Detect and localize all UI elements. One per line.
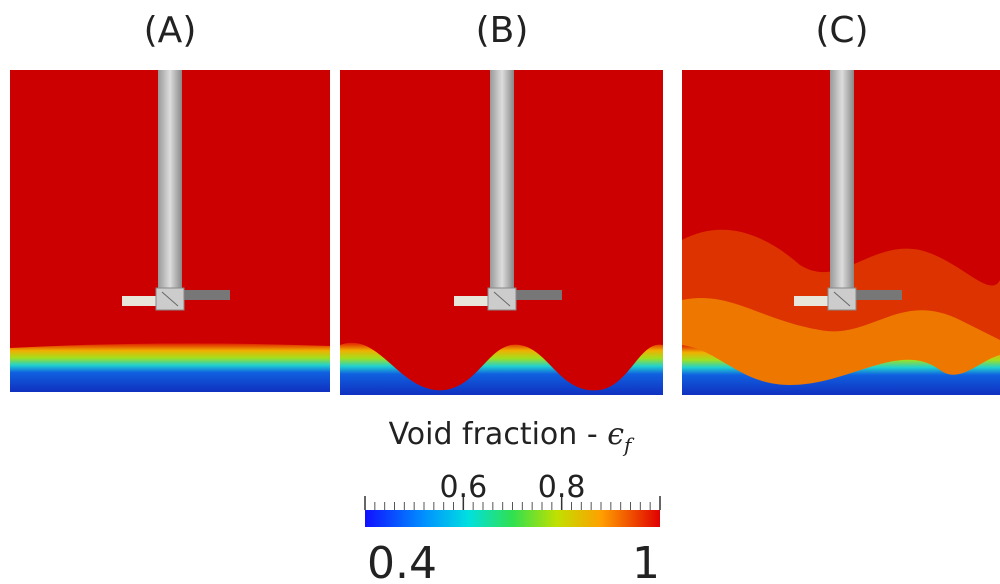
colorbar <box>365 510 660 527</box>
colorbar-title-text: Void fraction - <box>389 417 608 452</box>
panel-a <box>10 69 330 392</box>
panel-label: (B) <box>476 10 529 51</box>
colorbar-symbol: ϵ <box>607 417 624 452</box>
panel-label: (A) <box>144 10 197 51</box>
colorbar-title: Void fraction - ϵf <box>389 417 635 457</box>
panel-b <box>340 69 663 395</box>
panel-label: (C) <box>815 10 868 51</box>
colorbar-subscript: f <box>622 433 635 457</box>
tick-label: 0.8 <box>538 470 586 505</box>
panel-c <box>682 69 1000 395</box>
colorbar-ticks: 0.40.6 0.8 1 <box>364 470 661 584</box>
tick-label: 0.4 <box>367 538 437 584</box>
tick-label: 1 <box>632 538 660 584</box>
tick-label: 0.6 <box>439 470 487 505</box>
